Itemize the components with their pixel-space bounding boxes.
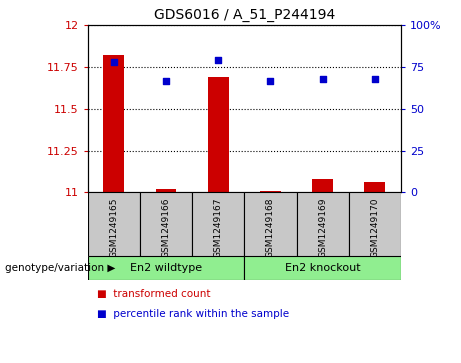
Text: En2 wildtype: En2 wildtype [130, 263, 202, 273]
Bar [208, 77, 229, 192]
Text: GSM1249167: GSM1249167 [214, 197, 223, 258]
Bar [365, 182, 385, 192]
Text: GSM1249169: GSM1249169 [318, 197, 327, 258]
Point [162, 78, 170, 83]
Bar [244, 192, 296, 256]
Point [110, 59, 118, 65]
Text: ■  transformed count: ■ transformed count [97, 289, 210, 299]
Text: GSM1249165: GSM1249165 [109, 197, 118, 258]
Text: GSM1249170: GSM1249170 [371, 197, 379, 258]
Bar [88, 192, 140, 256]
Text: ■  percentile rank within the sample: ■ percentile rank within the sample [97, 309, 289, 319]
Bar [244, 256, 401, 280]
Bar [192, 192, 244, 256]
Bar [103, 56, 124, 192]
Text: GSM1249166: GSM1249166 [161, 197, 171, 258]
Bar [155, 189, 177, 192]
Point [214, 58, 222, 64]
Bar [88, 256, 244, 280]
Bar [349, 192, 401, 256]
Title: GDS6016 / A_51_P244194: GDS6016 / A_51_P244194 [154, 8, 335, 22]
Text: genotype/variation ▶: genotype/variation ▶ [5, 263, 115, 273]
Bar [260, 191, 281, 192]
Bar [296, 192, 349, 256]
Bar [312, 179, 333, 192]
Bar [140, 192, 192, 256]
Point [319, 76, 326, 82]
Point [371, 76, 378, 82]
Text: GSM1249168: GSM1249168 [266, 197, 275, 258]
Text: En2 knockout: En2 knockout [285, 263, 361, 273]
Point [267, 78, 274, 83]
